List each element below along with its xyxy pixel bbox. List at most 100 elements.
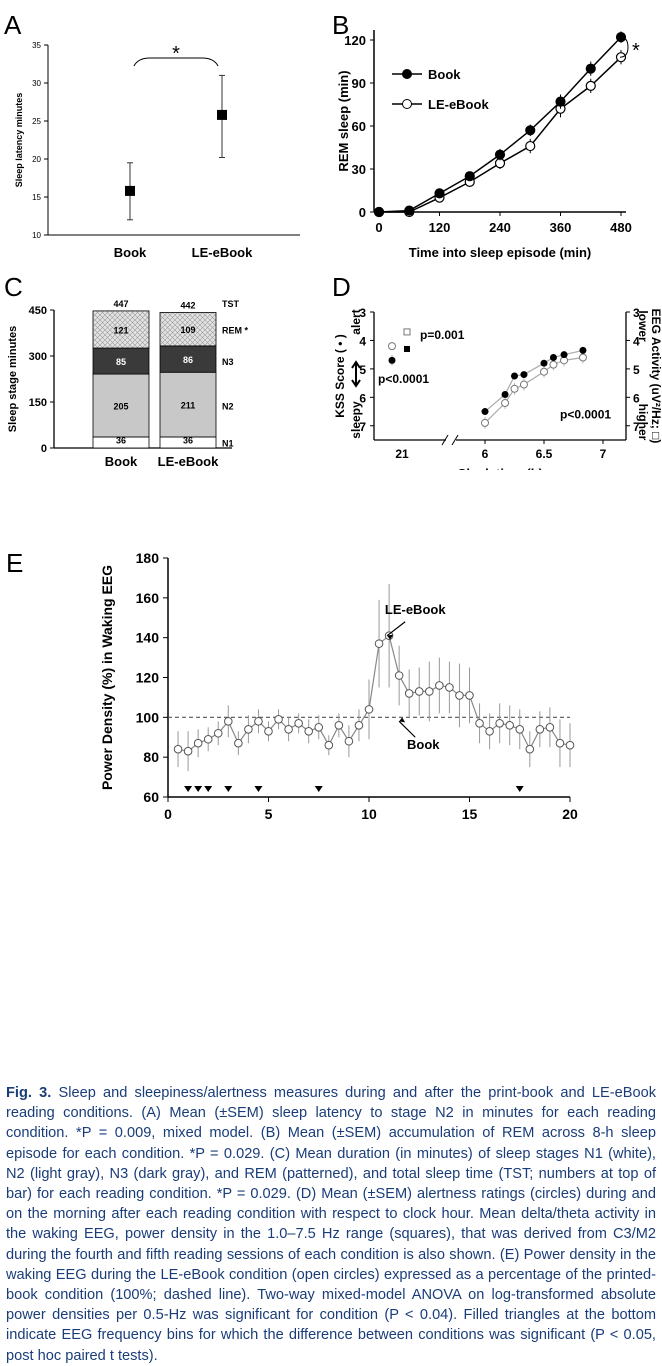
e-point [535, 724, 545, 734]
e-point [445, 683, 454, 692]
e-significance-triangle [184, 786, 193, 792]
e-y-label: Power Density (%) in Waking EEG [99, 565, 115, 790]
e-ebook-label: LE-eBook [385, 602, 446, 617]
a-category-label: LE-eBook [192, 245, 253, 260]
a-ytick-label: 10 [32, 231, 41, 240]
d-y-label-right: EEG Activity (uV²/Hz; □) [649, 309, 662, 444]
e-point [314, 722, 324, 732]
d-morning-book-point [481, 408, 489, 416]
d-axis-break [451, 434, 459, 446]
c-stack-segment [159, 312, 217, 347]
d-morning-ebook-point [540, 367, 548, 376]
c-stack-segment [92, 373, 150, 438]
b-ytick-label: 30 [352, 162, 366, 177]
e-significance-triangle [194, 786, 203, 792]
b-point [525, 140, 536, 152]
e-point [394, 671, 404, 680]
d-ytick-label-right: 7 [633, 420, 640, 434]
b-point [404, 205, 415, 216]
c-ytick-label: 150 [29, 397, 47, 409]
b-xtick-label: 0 [375, 220, 382, 235]
c-stack-segment [159, 345, 217, 373]
panel-d-chart: D 3 3 4 4 5 5 6 6 7 7 21 6 6.5 7 Clock time (h) KSS Sco… [332, 272, 662, 470]
e-ebook-arrowhead [387, 634, 394, 640]
d-eeg-book-point [404, 345, 410, 352]
e-point [234, 738, 243, 748]
d-morning-ebook-point [578, 353, 587, 362]
e-xtick-label: 10 [361, 806, 377, 822]
d-y-label-bottom: sleepy [349, 401, 363, 439]
d-morning-ebook-point [510, 384, 519, 393]
c-ytick-label: 300 [29, 351, 47, 363]
e-ytick-label: 140 [136, 630, 160, 646]
b-legend-marker [402, 99, 412, 109]
e-book-arrow [398, 720, 416, 738]
c-category-label: Book [105, 454, 138, 469]
b-legend-marker [402, 69, 412, 79]
a-point [217, 109, 227, 120]
d-xtick-label: 7 [600, 447, 607, 461]
e-ytick-label: 180 [136, 550, 160, 566]
e-point [505, 721, 515, 730]
b-series-line [379, 56, 622, 213]
b-xtick-label: 120 [429, 220, 451, 235]
b-ytick-label: 90 [352, 76, 366, 91]
b-ytick-label: 0 [359, 205, 366, 220]
c-total-value: 447 [113, 299, 128, 309]
e-point [274, 715, 283, 724]
c-segment-value: 85 [116, 357, 126, 367]
e-point [555, 738, 565, 748]
d-y-arrow-icon [351, 360, 361, 388]
b-xtick-label: 360 [550, 220, 572, 235]
b-point [525, 125, 536, 136]
panel-d-label: D [332, 272, 351, 302]
d-morning-ebook-point [519, 380, 528, 389]
d-kss-book-point [388, 356, 396, 364]
b-point [555, 96, 566, 107]
panel-a-chart: A 10 15 20 25 30 35 Sleep latency minutes Book L… [4, 10, 300, 260]
e-point [193, 738, 203, 748]
c-segment-value: 109 [180, 325, 195, 335]
e-significance-triangle [204, 786, 213, 792]
c-segment-value: 121 [113, 325, 128, 335]
e-significance-triangle [314, 786, 323, 792]
e-point [284, 724, 293, 734]
e-point [485, 726, 494, 736]
e-point [334, 721, 344, 730]
e-point [213, 728, 223, 738]
d-kss-pvalue: p<0.0001 [378, 372, 429, 386]
b-significance-bracket [619, 36, 629, 58]
e-point [264, 726, 273, 736]
d-morning-pvalue: p<0.0001 [560, 408, 611, 422]
a-ytick-label: 15 [32, 193, 41, 202]
b-significance-star: * [632, 40, 640, 62]
d-ytick-label-right: 6 [633, 391, 640, 405]
e-point [465, 691, 474, 700]
d-y-label-right-bottom: higher [636, 404, 650, 441]
e-significance-triangle [515, 786, 524, 792]
d-ytick-label: 7 [359, 420, 366, 434]
panel-a-label: A [4, 10, 22, 40]
b-ytick-label: 60 [352, 119, 366, 134]
c-segment-value: 205 [113, 402, 128, 412]
c-ytick-label: 0 [41, 443, 47, 455]
e-point [173, 744, 183, 754]
e-point [455, 691, 464, 700]
e-xtick-label: 0 [164, 806, 172, 822]
b-xtick-label: 480 [610, 220, 632, 235]
e-point [414, 687, 424, 696]
d-x-label: Clock time (h) [457, 466, 543, 470]
panel-c-chart: C 0 150 300 450 Sleep stage minutes 36 205 85 12… [4, 272, 249, 469]
c-ytick-label: 450 [29, 305, 47, 317]
e-ebook-arrow [386, 621, 406, 637]
e-xtick-label: 5 [265, 806, 273, 822]
a-ytick-label: 20 [32, 155, 41, 164]
c-stage-label: N1 [222, 438, 234, 448]
c-total-value: 442 [180, 300, 195, 310]
c-rem-label: REM * [222, 325, 249, 335]
d-morning-ebook-point [549, 360, 558, 369]
e-point [344, 736, 354, 746]
e-ytick-label: 60 [143, 789, 159, 805]
e-point [294, 719, 303, 728]
d-morning-book-point [501, 390, 509, 398]
